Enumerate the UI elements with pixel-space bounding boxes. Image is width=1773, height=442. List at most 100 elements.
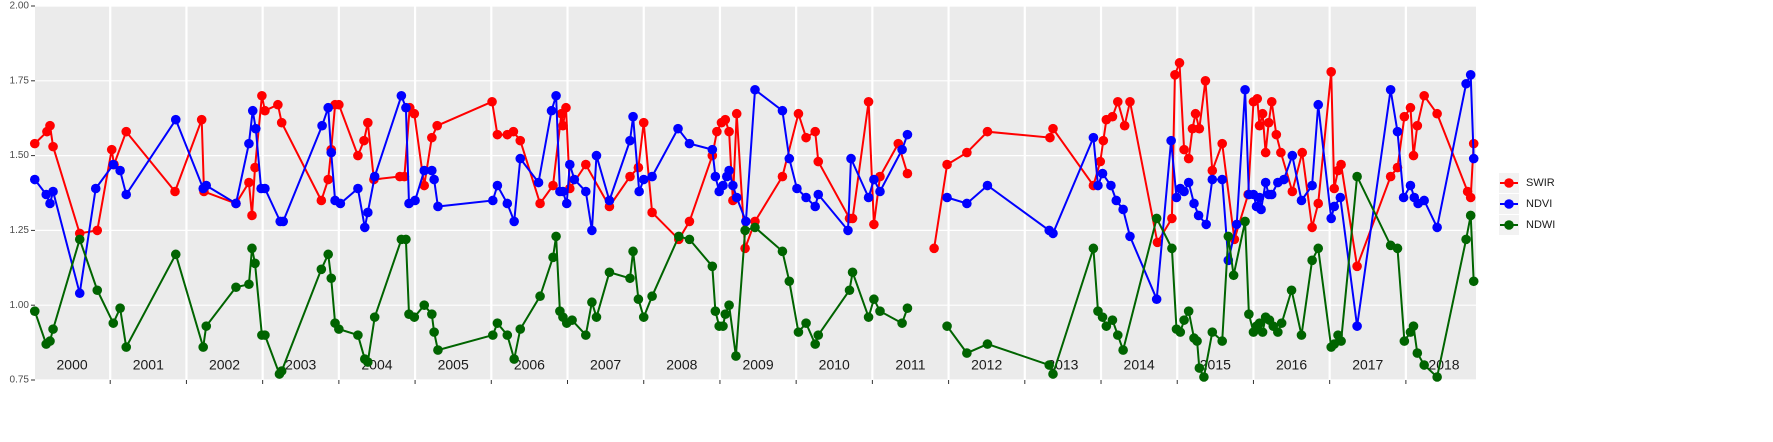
point	[492, 318, 503, 328]
point	[1352, 321, 1362, 331]
point	[250, 123, 261, 134]
panel	[35, 6, 1476, 380]
year-label: 2005	[438, 357, 469, 373]
point	[581, 159, 591, 170]
point	[369, 171, 380, 182]
point	[942, 192, 952, 203]
point	[846, 153, 856, 164]
point	[869, 174, 879, 185]
point	[1166, 135, 1176, 146]
point	[488, 330, 498, 340]
y-tick-label: 0.75	[10, 375, 30, 386]
point	[273, 99, 283, 110]
point	[1326, 67, 1336, 77]
point	[1045, 132, 1055, 143]
point	[316, 195, 327, 206]
year-label: 2000	[57, 357, 88, 373]
point	[628, 246, 638, 257]
point	[1174, 58, 1185, 68]
point	[1151, 294, 1162, 305]
point	[108, 159, 119, 170]
point	[561, 102, 571, 113]
point	[1307, 222, 1317, 233]
point	[244, 177, 254, 188]
point	[1432, 372, 1442, 382]
point	[198, 342, 208, 352]
point	[1326, 213, 1336, 224]
point	[710, 171, 721, 182]
point	[551, 231, 561, 242]
point	[720, 114, 731, 125]
point	[121, 342, 132, 352]
point	[326, 273, 337, 284]
point	[1287, 186, 1298, 197]
point	[1240, 84, 1250, 95]
y-tick-label: 1.00	[10, 300, 30, 311]
point	[1468, 276, 1479, 287]
point	[509, 216, 519, 227]
point	[1097, 168, 1108, 179]
point	[801, 318, 811, 328]
point	[1468, 153, 1479, 164]
point	[353, 330, 363, 340]
year-label: 2014	[1124, 357, 1155, 373]
point	[48, 141, 58, 152]
point	[1199, 372, 1209, 382]
point	[1183, 177, 1194, 188]
point	[1194, 363, 1205, 373]
series-line	[33, 226, 909, 377]
point	[633, 162, 644, 173]
point	[847, 267, 858, 278]
point	[90, 183, 101, 194]
point	[1256, 204, 1266, 215]
point	[1419, 360, 1429, 370]
point	[1352, 261, 1362, 272]
point	[409, 108, 420, 119]
point	[1167, 243, 1177, 254]
point	[1307, 255, 1317, 266]
point	[1266, 189, 1277, 200]
point	[810, 126, 821, 137]
point	[1167, 213, 1177, 224]
y-tick-label: 1.75	[10, 75, 30, 86]
point	[1240, 216, 1250, 227]
point	[740, 225, 750, 236]
point	[625, 171, 635, 182]
point	[1200, 76, 1211, 86]
legend-label: NDWI	[1526, 219, 1555, 231]
point	[962, 348, 972, 358]
point	[647, 207, 657, 218]
point	[1217, 174, 1228, 185]
point	[633, 294, 644, 305]
point	[1175, 327, 1186, 337]
point	[1098, 135, 1109, 146]
point	[1412, 348, 1423, 358]
point	[29, 306, 40, 316]
point	[684, 138, 695, 149]
point	[1231, 219, 1242, 230]
point	[929, 243, 939, 254]
point	[317, 120, 327, 131]
point	[548, 252, 558, 263]
point	[231, 198, 241, 209]
point	[1257, 108, 1268, 119]
y-tick-label: 2.00	[10, 1, 30, 12]
year-label: 2017	[1352, 357, 1383, 373]
point	[396, 90, 407, 101]
point	[712, 126, 722, 137]
point	[1465, 210, 1476, 221]
point	[863, 96, 874, 107]
point	[1101, 321, 1112, 331]
point	[316, 264, 327, 275]
point	[1276, 318, 1287, 328]
point	[1217, 336, 1228, 346]
point	[731, 108, 742, 119]
point	[260, 183, 270, 194]
point	[625, 135, 635, 146]
point	[1279, 174, 1289, 185]
point	[558, 120, 568, 131]
point	[638, 312, 649, 322]
point	[1385, 171, 1396, 182]
point	[1432, 222, 1442, 233]
point	[1405, 180, 1416, 191]
